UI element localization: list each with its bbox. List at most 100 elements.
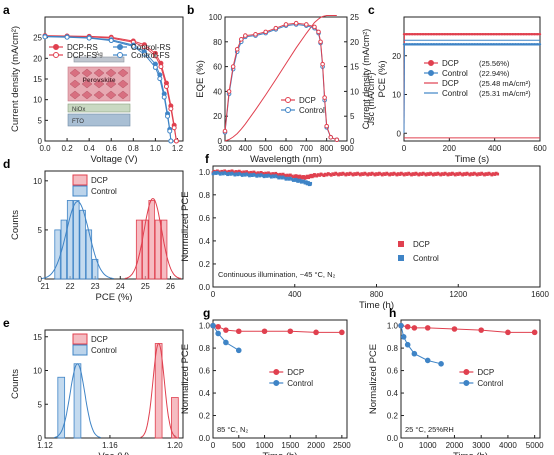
stability-point-DCP bbox=[436, 171, 440, 175]
jv-point-Control-FS bbox=[152, 64, 158, 70]
stability-point-DCP bbox=[426, 172, 429, 176]
legend-c-3-label: Control bbox=[442, 89, 468, 98]
legend-b-dcp-marker bbox=[285, 97, 291, 103]
stability-point-DCP bbox=[278, 172, 282, 176]
stability-point-Control bbox=[232, 172, 235, 176]
stability-point-DCP bbox=[258, 172, 262, 176]
stability-point-DCP bbox=[439, 173, 443, 177]
stability-point-DCP bbox=[287, 174, 291, 178]
gauss-fit-Control bbox=[41, 200, 114, 279]
tracking-point-1 bbox=[465, 43, 468, 46]
y-tick-label-f: 0.8 bbox=[199, 191, 211, 200]
stability-point-DCP bbox=[267, 171, 270, 175]
stability-point-Control bbox=[211, 172, 215, 176]
stability-point-DCP bbox=[472, 171, 476, 175]
aging-point-Control bbox=[438, 361, 444, 367]
x-tick-label-d: 23 bbox=[91, 282, 100, 291]
tracking-point-0 bbox=[519, 33, 523, 36]
panel-g-frame bbox=[212, 319, 348, 439]
x-tick-label-f: 1600 bbox=[531, 290, 549, 299]
tracking-point-1 bbox=[421, 43, 425, 46]
aging-point-DCP bbox=[505, 329, 511, 336]
tracking-point-0 bbox=[517, 33, 520, 36]
tracking-point-1 bbox=[419, 43, 422, 46]
y-tick-label-d: 5 bbox=[38, 226, 43, 235]
stability-point-Control bbox=[242, 172, 246, 176]
jv-curve-Control-FS bbox=[44, 36, 172, 142]
tracking-point-1 bbox=[408, 43, 411, 46]
stability-point-DCP bbox=[445, 172, 448, 176]
inset-octahedron bbox=[117, 90, 129, 100]
hist-bar-Control bbox=[73, 363, 82, 439]
stability-point-Control bbox=[237, 172, 241, 175]
stability-point-Control bbox=[213, 171, 216, 174]
tracking-point-0 bbox=[487, 33, 490, 36]
y-tick-label-a: 15 bbox=[33, 75, 42, 84]
aging-point-Control bbox=[411, 350, 418, 357]
stability-point-DCP bbox=[360, 172, 364, 176]
stability-point-DCP bbox=[334, 171, 338, 175]
stability-point-Control bbox=[283, 176, 286, 180]
x-tick-label-g: 0 bbox=[211, 441, 216, 450]
x-tick-label-b: 700 bbox=[300, 144, 314, 153]
tracking-point-1 bbox=[416, 43, 419, 46]
stability-point-DCP bbox=[236, 171, 240, 174]
stability-point-Control bbox=[251, 174, 254, 177]
stability-point-Control bbox=[223, 171, 227, 175]
aging-point-DCP bbox=[235, 328, 242, 335]
stability-point-DCP bbox=[356, 171, 359, 175]
tracking-point-0 bbox=[508, 33, 512, 36]
stability-point-Control bbox=[256, 173, 260, 177]
stability-point-Control bbox=[286, 176, 289, 180]
x-tick-label-d: 25 bbox=[141, 282, 150, 291]
stability-point-DCP bbox=[471, 173, 475, 176]
stability-point-DCP bbox=[340, 173, 343, 176]
stability-point-DCP bbox=[234, 170, 238, 173]
x-tick-label-h: 4000 bbox=[499, 441, 517, 450]
y2-tick-label-b: 0 bbox=[350, 137, 355, 146]
jv-point-Control-FS bbox=[165, 113, 171, 119]
y-tick-label-f: 0.6 bbox=[199, 214, 211, 223]
stability-point-DCP bbox=[372, 172, 375, 176]
stability-point-DCP bbox=[220, 169, 224, 173]
tracking-point-1 bbox=[449, 43, 452, 46]
stability-point-DCP bbox=[458, 171, 462, 175]
panel-d: d 21 22 23 24 25 26 0 5 10 PCE (%) Counts DCP Control bbox=[3, 157, 184, 303]
stability-point-DCP bbox=[474, 172, 478, 176]
y2-axis-label-c: Jsc (mA/cm²) bbox=[366, 73, 376, 126]
stability-point-DCP bbox=[392, 171, 396, 175]
tracking-point-0 bbox=[484, 33, 487, 36]
inset-octahedron bbox=[93, 68, 105, 78]
tracking-point-0 bbox=[522, 33, 525, 36]
tracking-point-1 bbox=[481, 43, 485, 46]
tracking-point-1 bbox=[459, 43, 463, 46]
aging-point-DCP bbox=[287, 328, 294, 335]
x-tick-label-d: 24 bbox=[116, 282, 125, 291]
stability-point-Control bbox=[268, 174, 272, 178]
inset-octahedron bbox=[69, 79, 81, 89]
y-tick-label-g: 1.0 bbox=[199, 322, 211, 331]
panel-a: a 0.0 0.2 0.4 0.6 0.8 1.0 1.2 0 5 10 15 20 25 Voltage … bbox=[3, 3, 184, 165]
stability-point-Control bbox=[272, 175, 276, 179]
jv-point-Control-FS bbox=[167, 128, 173, 134]
stability-point-DCP bbox=[363, 171, 367, 175]
stability-point-Control bbox=[217, 171, 221, 175]
x-tick-label-c: 400 bbox=[488, 144, 502, 153]
legend-d-control-marker bbox=[72, 185, 88, 197]
stability-point-Control bbox=[239, 173, 243, 176]
tracking-point-0 bbox=[424, 33, 427, 36]
tracking-point-0 bbox=[427, 33, 430, 36]
tracking-point-1 bbox=[500, 43, 504, 46]
stability-point-Control bbox=[221, 172, 225, 176]
aging-point-DCP bbox=[339, 329, 345, 336]
inset-octahedron bbox=[93, 79, 105, 89]
stability-point-DCP bbox=[490, 173, 494, 177]
eqe-point-dcp bbox=[324, 123, 329, 129]
x-tick-label-d: 21 bbox=[41, 282, 50, 291]
x-axis-label-f: Time (h) bbox=[359, 300, 394, 311]
legend-h-control-label: Control bbox=[477, 379, 503, 388]
legend-g-dcp-marker bbox=[273, 369, 280, 375]
inset-octahedron bbox=[93, 90, 105, 100]
hist-bar-Control bbox=[85, 229, 93, 280]
